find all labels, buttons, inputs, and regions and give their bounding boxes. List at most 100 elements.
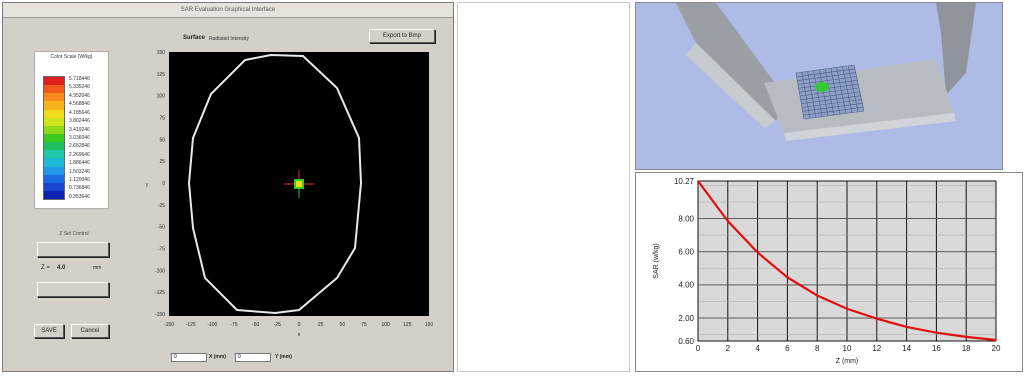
sar-decay-point <box>846 307 848 310</box>
color-scale-value: 3.036046 <box>69 134 90 141</box>
phantom-flat-edge <box>784 113 956 141</box>
plot-y-tick: 100 <box>157 94 166 100</box>
chart-x-tick: 0 <box>696 344 701 353</box>
chart-x-tick: 4 <box>755 344 760 353</box>
plot-y-tick: -100 <box>155 268 165 274</box>
dialog-title: SAR Evaluation Graphical Interface <box>3 3 453 18</box>
plot-y-tick: 150 <box>157 50 166 56</box>
color-scale-swatch <box>44 125 64 134</box>
z-value: 4.0 <box>57 265 66 271</box>
plot-y-tick: 75 <box>159 116 165 122</box>
color-scale-swatch <box>44 158 64 167</box>
chart-x-tick-labels: 0 2 4 6 8 10 12 14 16 18 20 <box>696 344 1001 353</box>
plot-y-axis-label: y <box>146 182 149 188</box>
save-button[interactable]: SAVE <box>34 324 64 338</box>
chart-x-tick: 14 <box>902 344 911 353</box>
color-scale-swatch <box>44 182 64 191</box>
left-arm-surface <box>676 3 786 121</box>
chart-x-tick: 6 <box>785 344 790 353</box>
plot-y-tick: 25 <box>159 159 165 165</box>
z-down-button[interactable] <box>37 282 109 297</box>
plot-x-axis-label: x <box>298 332 301 338</box>
y-coord-label: Y (mm) <box>275 354 292 360</box>
plot-x-tick: 50 <box>340 322 346 328</box>
y-tick-labels: 150 125 100 75 50 25 0 -25 -50 -75 -100 -125 -150 <box>155 50 165 318</box>
color-scale-swatch <box>44 93 64 102</box>
scan-grid-line <box>801 99 862 108</box>
color-scale-swatch <box>44 174 64 183</box>
color-scale-values: 5.718446 5.335246 4.952046 4.568846 4.185646… <box>69 76 107 200</box>
plot-x-tick: 100 <box>381 322 390 328</box>
chart-x-axis-label: Z (mm) <box>836 358 859 365</box>
plot-y-tick: -50 <box>158 225 165 231</box>
cancel-button[interactable]: Cancel <box>71 324 109 338</box>
sar-decay-point <box>905 326 908 328</box>
sar-decay-point <box>816 294 818 297</box>
sar-evaluation-dialog: SAR Evaluation Graphical Interface Color… <box>2 2 454 372</box>
plot-y-tick: 50 <box>159 137 165 143</box>
plot-y-tick: -150 <box>155 312 165 318</box>
chart-y-tick: 4.00 <box>678 281 694 290</box>
export-bmp-button[interactable]: Export to Bmp <box>369 29 435 43</box>
chart-y-tick: 10.27 <box>674 177 695 186</box>
chart-x-tick: 16 <box>932 344 941 353</box>
plot-x-tick: 25 <box>318 322 324 328</box>
scan-grid-line <box>798 80 858 89</box>
scan-grid-line <box>803 106 864 116</box>
chart-y-tick: 6.00 <box>678 248 694 257</box>
scan-grid-line <box>799 87 860 97</box>
scan-grid-lines <box>795 64 865 120</box>
chart-x-tick: 12 <box>872 344 881 353</box>
plot-x-tick: -25 <box>274 322 281 328</box>
chart-y-tick-labels: 10.27 8.00 6.00 4.00 2.00 0.60 <box>674 177 695 346</box>
plot-x-tick: -150 <box>164 322 174 328</box>
y-coord-input[interactable]: 0 <box>235 353 271 362</box>
chart-x-tick: 20 <box>992 344 1001 353</box>
color-scale-swatch <box>44 190 64 200</box>
scan-grid-line <box>800 91 860 101</box>
sar-decay-point <box>756 251 759 254</box>
chart-svg: 0 2 4 6 8 10 12 14 16 18 20 10.27 8.00 6.00 4.00 2.00 0… <box>653 177 1001 365</box>
color-scale-legend: Color Scale (W/kg) 5.718446 5.335246 4.952… <box>34 51 109 209</box>
sar-decay-point <box>995 339 997 341</box>
coordinate-row: 0 X (mm) 0 Y (mm) <box>163 353 443 365</box>
x-coord-input[interactable]: 0 <box>171 353 207 362</box>
chart-y-tick: 2.00 <box>678 314 694 323</box>
x-coord-label: X (mm) <box>209 354 226 360</box>
scan-hotspot <box>815 82 829 92</box>
z-value-row: Z = 4.0 mm <box>37 265 117 275</box>
color-scale-title: Color Scale (W/kg) <box>50 54 93 60</box>
x-tick-labels: -150 -125 -100 -75 -50 -25 0 25 50 75 100 125 150 <box>164 322 433 328</box>
chart-x-tick: 2 <box>726 344 731 353</box>
sar-decay-point <box>935 331 938 334</box>
color-scale-value: 4.185646 <box>69 109 90 116</box>
color-scale-value: 1.503246 <box>69 168 90 175</box>
z-up-button[interactable] <box>37 242 109 257</box>
plot-x-tick: 150 <box>425 322 434 328</box>
z-prefix: Z = <box>41 265 50 271</box>
surface-label: Surface <box>183 35 206 41</box>
color-scale-swatch <box>44 85 64 94</box>
scan-grid-line <box>797 72 856 81</box>
chart-y-tick: 8.00 <box>678 215 694 224</box>
color-scale-bar <box>43 76 65 200</box>
left-arm-edge <box>686 43 776 128</box>
chart-x-tick: 18 <box>962 344 971 353</box>
sar-decay-point <box>786 276 789 279</box>
plot-x-tick: -100 <box>207 322 217 328</box>
color-scale-value: 4.952046 <box>69 92 90 99</box>
phantom-3d-view <box>635 2 1003 170</box>
color-scale-value: 5.335246 <box>69 84 90 91</box>
color-scale-swatch <box>44 109 64 118</box>
phantom-3d-render <box>676 3 976 141</box>
plot-x-tick: 125 <box>403 322 412 328</box>
color-scale-swatch <box>44 77 64 86</box>
color-scale-swatch <box>44 133 64 143</box>
color-scale-value: 1.886446 <box>69 160 90 167</box>
z-section-label: Z Sel Control <box>59 231 89 237</box>
chart-grid <box>697 180 997 342</box>
plot-x-tick: -75 <box>230 322 237 328</box>
color-scale-swatch <box>44 117 64 126</box>
color-scale-value: 2.269646 <box>69 151 90 158</box>
scan-grid-line <box>796 68 855 78</box>
